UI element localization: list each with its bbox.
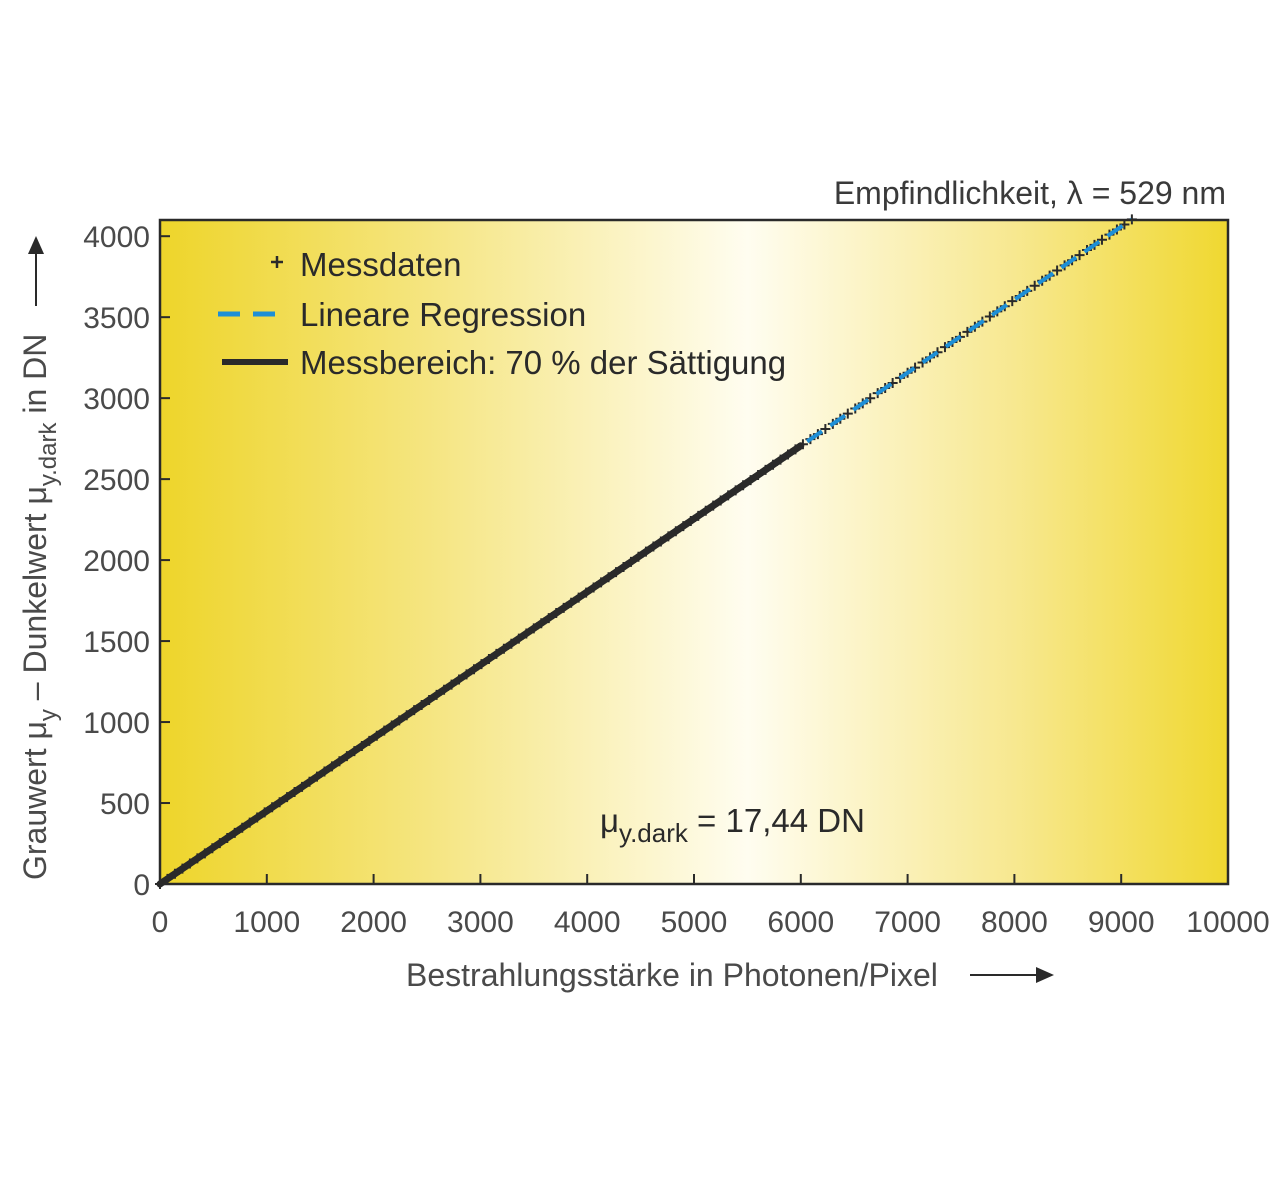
- y-tick-label: 4000: [83, 221, 150, 254]
- y-tick-label: 3500: [83, 302, 150, 335]
- data-point-marker: [820, 423, 831, 434]
- y-tick-label: 2000: [83, 545, 150, 578]
- legend-item-messdaten: Messdaten: [271, 246, 461, 283]
- annotation-rest: = 17,44 DN: [688, 802, 865, 839]
- y-axis-label-part-3: in DN: [17, 334, 53, 423]
- x-tick-label: 10000: [1186, 906, 1269, 939]
- x-tick-label: 5000: [661, 906, 728, 939]
- x-tick-label: 2000: [340, 906, 407, 939]
- data-point-marker: [1052, 265, 1063, 276]
- y-axis-label-sub-1: y: [35, 709, 62, 721]
- y-tick-label: 1000: [83, 707, 150, 740]
- annotation-main: μ: [600, 802, 619, 839]
- y-axis-label-part-2: – Dunkelwert μ: [17, 486, 53, 709]
- data-point-marker: [1029, 280, 1040, 291]
- y-axis-label: Grauwert μy – Dunkelwert μy.dark in DN: [17, 334, 62, 880]
- legend-label-messdaten: Messdaten: [300, 246, 461, 283]
- x-tick-label: 0: [152, 906, 169, 939]
- y-tick-label: 2500: [83, 464, 150, 497]
- annotation-sub: y.dark: [619, 818, 689, 848]
- data-point-marker: [842, 408, 853, 419]
- legend-item-messbereich: Messbereich: 70 % der Sättigung: [222, 344, 786, 381]
- y-tick-label: 3000: [83, 383, 150, 416]
- x-axis-ticks: 0 1000 2000 3000 4000 5000 6000 7000 8000 9000 100…: [152, 874, 1270, 939]
- x-tick-label: 8000: [981, 906, 1048, 939]
- dark-value-annotation: μy.dark = 17,44 DN: [600, 802, 865, 848]
- legend-label-regression: Lineare Regression: [300, 296, 586, 333]
- x-tick-label: 3000: [447, 906, 514, 939]
- legend: Messdaten Lineare Regression Messbereich…: [218, 246, 786, 381]
- x-axis-arrow-head: [1036, 967, 1054, 983]
- y-tick-label: 500: [100, 788, 150, 821]
- data-layer: [155, 214, 1137, 889]
- data-point-marker: [1096, 234, 1107, 245]
- x-tick-label: 7000: [874, 906, 941, 939]
- x-axis-label: Bestrahlungsstärke in Photonen/Pixel: [406, 957, 938, 993]
- x-tick-label: 9000: [1088, 906, 1155, 939]
- y-axis-arrow-head: [28, 236, 44, 254]
- chart-subtitle: Empfindlichkeit, λ = 529 nm: [834, 175, 1226, 211]
- y-axis-arrow: [28, 236, 44, 306]
- plot-area: [160, 220, 1228, 884]
- legend-label-messbereich: Messbereich: 70 % der Sättigung: [300, 344, 786, 381]
- y-axis-title: Grauwert μy – Dunkelwert μy.dark in DN: [17, 334, 62, 880]
- legend-plus-icon: [271, 256, 283, 268]
- x-axis-title: Bestrahlungsstärke in Photonen/Pixel: [406, 957, 1054, 993]
- x-tick-label: 6000: [767, 906, 834, 939]
- y-tick-label: 1500: [83, 626, 150, 659]
- data-point-marker: [1074, 250, 1085, 261]
- legend-item-regression: Lineare Regression: [218, 296, 586, 333]
- y-axis-label-part-1: Grauwert μ: [17, 721, 53, 880]
- x-tick-label: 4000: [554, 906, 621, 939]
- y-tick-label: 0: [133, 869, 150, 902]
- x-tick-label: 1000: [233, 906, 300, 939]
- y-axis-ticks: 0 500 1000 1500 2000 2500 3000 3500 4000: [83, 221, 170, 902]
- y-axis-label-sub-2: y.dark: [35, 422, 62, 487]
- data-point-marker: [1007, 296, 1018, 307]
- series-messbereich-line: [156, 442, 805, 888]
